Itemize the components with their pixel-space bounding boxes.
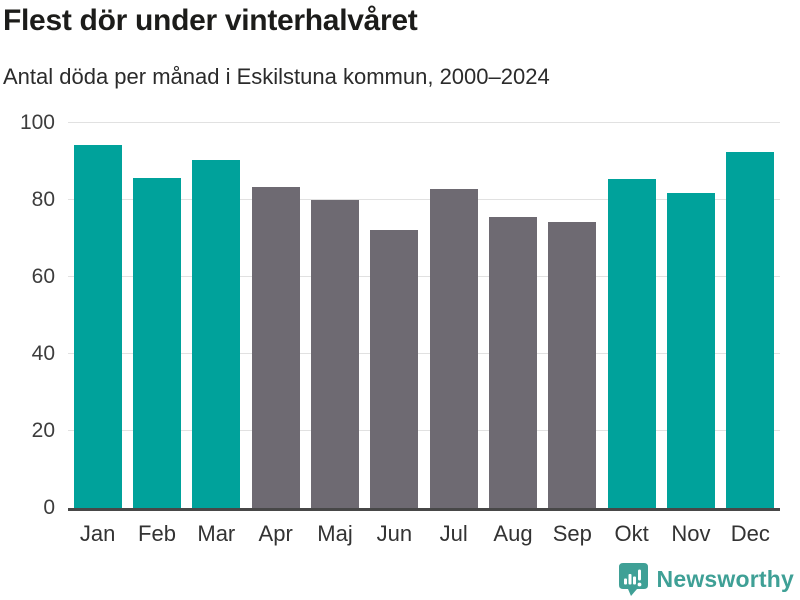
y-tick-label-0: 0 xyxy=(43,496,55,519)
plot-area: 0 20 40 60 80 100 Jan Feb Mar Apr Maj Jun Jul Aug Sep O… xyxy=(20,112,780,546)
brand-name: Newsworthy xyxy=(656,566,794,592)
gridline-20 xyxy=(68,430,780,431)
y-tick-label-40: 40 xyxy=(31,342,55,365)
x-axis-label-aug: Aug xyxy=(493,521,533,546)
y-tick-label-100: 100 xyxy=(19,111,55,134)
bar-sep xyxy=(548,222,597,508)
bar-mar xyxy=(192,160,241,508)
bar-apr xyxy=(251,186,300,508)
x-axis-label-dec: Dec xyxy=(730,521,770,546)
x-axis-label-mar: Mar xyxy=(197,521,236,546)
x-axis-label-nov: Nov xyxy=(671,521,711,546)
x-axis-label-apr: Apr xyxy=(258,521,293,546)
gridline-80 xyxy=(68,199,780,200)
bar-dec xyxy=(726,151,775,508)
bar-jun xyxy=(370,229,419,508)
chart-subtitle: Antal döda per månad i Eskilstuna kommun… xyxy=(3,64,550,89)
y-tick-label-20: 20 xyxy=(31,419,55,442)
x-axis-label-feb: Feb xyxy=(138,521,176,546)
x-axis-label-okt: Okt xyxy=(614,521,649,546)
brand-footer: Newsworthy xyxy=(618,562,794,597)
chart-title: Flest dör under vinterhalvåret xyxy=(3,4,418,37)
y-tick-label-80: 80 xyxy=(31,188,55,211)
bar-aug xyxy=(489,217,537,508)
y-tick-label-60: 60 xyxy=(31,265,55,288)
gridline-100 xyxy=(68,122,780,123)
x-axis-label-jan: Jan xyxy=(79,521,116,546)
bar-jan xyxy=(73,144,122,508)
x-axis-label-jun: Jun xyxy=(376,521,413,546)
x-axis-label-maj: Maj xyxy=(317,521,353,546)
bar-maj xyxy=(311,199,359,508)
x-axis-label-sep: Sep xyxy=(552,521,592,546)
bar-okt xyxy=(607,179,656,508)
newsworthy-logo-icon xyxy=(618,563,648,596)
bar-jul xyxy=(429,189,478,508)
gridline-60 xyxy=(68,276,780,277)
x-axis-label-jul: Jul xyxy=(439,521,468,546)
bar-feb xyxy=(133,178,181,508)
bar-nov xyxy=(667,193,715,508)
gridline-40 xyxy=(68,353,780,354)
